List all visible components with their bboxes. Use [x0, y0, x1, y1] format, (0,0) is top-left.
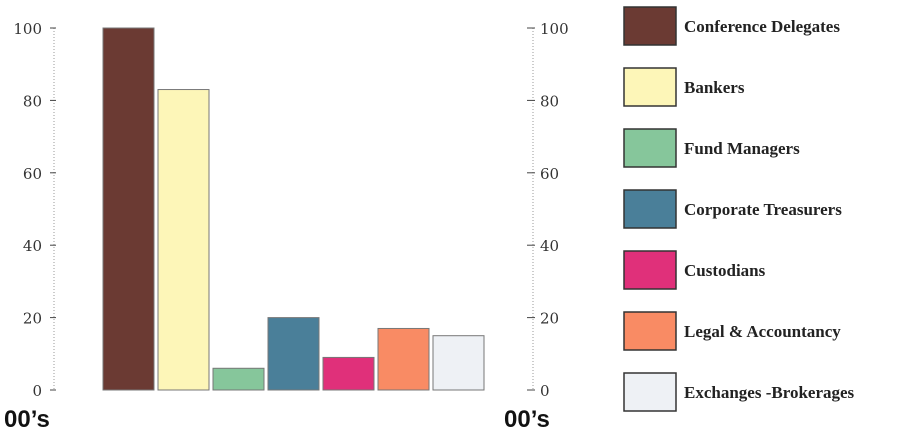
- right-tick-label: 60: [540, 165, 559, 183]
- right-tick-label: 20: [540, 310, 559, 328]
- bar-exchanges-brokerages: [432, 335, 485, 391]
- left-tick-label: 0: [32, 382, 42, 400]
- left-tick-label: 80: [23, 92, 42, 110]
- legend-label: Exchanges -Brokerages: [684, 383, 855, 402]
- left-tick-label: 100: [13, 20, 42, 38]
- bar-bankers: [157, 89, 210, 391]
- right-tick-label: 40: [540, 237, 559, 255]
- legend-label: Corporate Treasurers: [684, 200, 842, 219]
- bar-custodians: [322, 356, 375, 391]
- legend-swatch: [623, 128, 677, 168]
- legend-swatch: [623, 67, 677, 107]
- legend-swatch: [623, 250, 677, 290]
- bar-conference-delegates: [102, 27, 155, 391]
- legend-label: Fund Managers: [684, 139, 800, 158]
- left-tick-label: 20: [23, 310, 42, 328]
- right-tick-label: 80: [540, 92, 559, 110]
- legend-swatch: [623, 6, 677, 46]
- bar-fund-managers: [212, 367, 265, 391]
- legend-swatch: [623, 372, 677, 412]
- bar-legal-accountancy: [377, 327, 430, 391]
- legend-label: Bankers: [684, 78, 745, 97]
- left-unit-label: 00’s: [4, 406, 50, 433]
- right-unit-label: 00’s: [504, 406, 550, 433]
- legend-label: Custodians: [684, 261, 766, 280]
- right-tick-label: 0: [540, 382, 550, 400]
- right-y-axis: 100 80 60 40 20 0: [527, 20, 569, 400]
- left-tick-label: 40: [23, 237, 42, 255]
- left-tick-label: 60: [23, 165, 42, 183]
- legend-swatch: [623, 189, 677, 229]
- left-y-axis: 100 80 60 40 20 0: [13, 20, 56, 400]
- legend-label: Conference Delegates: [684, 17, 840, 36]
- bar-corporate-treasurers: [267, 317, 320, 391]
- bars-group: [102, 27, 485, 391]
- legend-label: Legal & Accountancy: [684, 322, 841, 341]
- legend: Conference Delegates Bankers Fund Managers…: [623, 6, 855, 412]
- right-tick-label: 100: [540, 20, 569, 38]
- legend-swatch: [623, 311, 677, 351]
